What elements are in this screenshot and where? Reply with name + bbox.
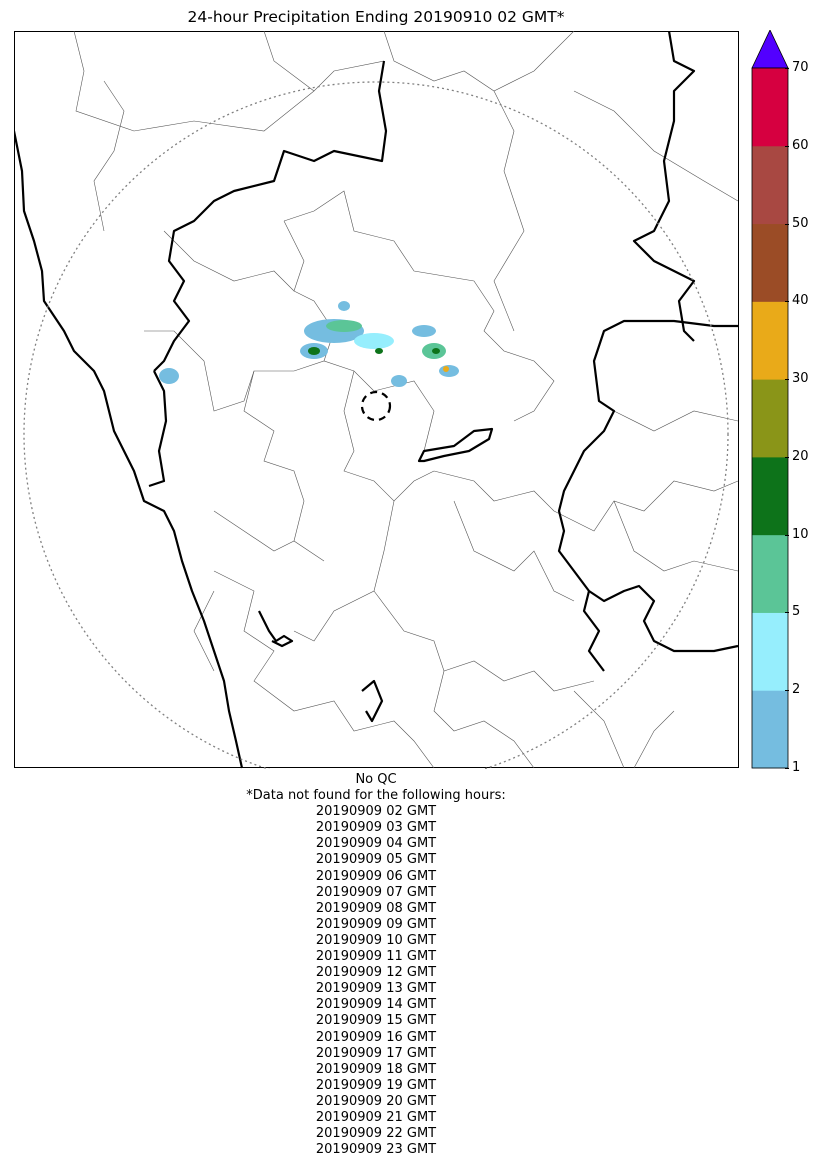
colorbar-tick-label: 50 [785,216,809,231]
colorbar-extend-arrow [751,30,789,69]
precip-cell [354,333,394,349]
missing-data-heading: *Data not found for the following hours: [246,788,506,804]
colorbar-tick-label: 40 [785,294,809,308]
state-borders [14,31,739,769]
missing-hour: 20190909 16 GMT [315,1029,437,1045]
missing-hour: 20190909 14 GMT [315,997,437,1013]
missing-hour: 20190909 12 GMT [315,965,437,981]
missing-hour: 20190909 07 GMT [315,884,437,900]
colorbar-bin [752,534,788,613]
district-borders [73,31,739,769]
colorbar-tick-label: 10 [785,527,809,542]
colorbar-tick-label: 60 [785,138,809,153]
colorbar-tick-label: 70 [785,61,809,75]
missing-hour: 20190909 18 GMT [315,1061,437,1077]
missing-hour: 20190909 20 GMT [315,1093,437,1109]
precip-cell [338,301,350,311]
colorbar-bin [752,690,788,769]
colorbar [751,30,789,769]
missing-hour: 20190909 03 GMT [315,820,437,836]
precip-cell [326,320,362,332]
precip-cell [439,365,459,377]
colorbar-bin [752,301,788,380]
missing-hour: 20190909 09 GMT [315,916,437,932]
precip-cell [443,366,449,372]
precip-cell [412,325,436,337]
missing-hour: 20190909 22 GMT [315,1126,437,1142]
precip-cell [308,347,320,355]
precip-cell [432,348,440,354]
colorbar-bin [752,145,788,225]
precip-cell [159,368,179,384]
missing-hour: 20190909 15 GMT [315,1013,437,1029]
radar-site-marker [360,390,392,422]
missing-hour: 20190909 19 GMT [315,1077,437,1093]
missing-hour: 20190909 23 GMT [315,1142,437,1158]
radar-range-ring [23,81,729,769]
missing-hour: 20190909 21 GMT [315,1109,437,1125]
colorbar-tick-label: 1 [784,761,800,775]
missing-hour: 20190909 06 GMT [315,868,437,884]
footer-notes: No QC *Data not found for the following … [14,772,738,1158]
missing-hour: 20190909 13 GMT [315,981,437,997]
missing-hour: 20190909 17 GMT [315,1045,437,1061]
qc-note: No QC [355,772,397,787]
colorbar-tick-label: 30 [785,372,809,386]
colorbar-bin [752,456,788,536]
colorbar-tick-label: 2 [784,683,800,697]
missing-hour: 20190909 08 GMT [315,900,437,916]
missing-hour: 20190909 04 GMT [315,836,437,852]
colorbar-outline [751,67,789,769]
coastline [14,130,244,769]
colorbar-bin [752,68,788,147]
map-title: 24-hour Precipitation Ending 20190910 02… [187,8,565,26]
precipitation-cells [159,301,459,387]
colorbar-tick-labels: 1 2 5 10 20 30 40 50 60 70 [784,61,825,775]
missing-hours-list: 20190909 02 GMT 20190909 03 GMT 20190909 0… [14,804,738,1158]
missing-hour: 20190909 11 GMT [315,949,437,965]
missing-hour: 20190909 02 GMT [315,804,437,820]
precip-cell [375,348,383,354]
colorbar-bin [752,223,788,302]
colorbar-tick-label: 5 [784,605,800,619]
map-frame [14,31,739,768]
missing-hour: 20190909 10 GMT [315,932,437,948]
colorbar-bin [752,379,788,458]
precipitation-map [14,31,739,769]
colorbar-tick-label: 20 [785,449,809,464]
missing-hour: 20190909 05 GMT [315,852,437,868]
colorbar-bin [752,612,788,691]
precip-cell [391,375,407,387]
